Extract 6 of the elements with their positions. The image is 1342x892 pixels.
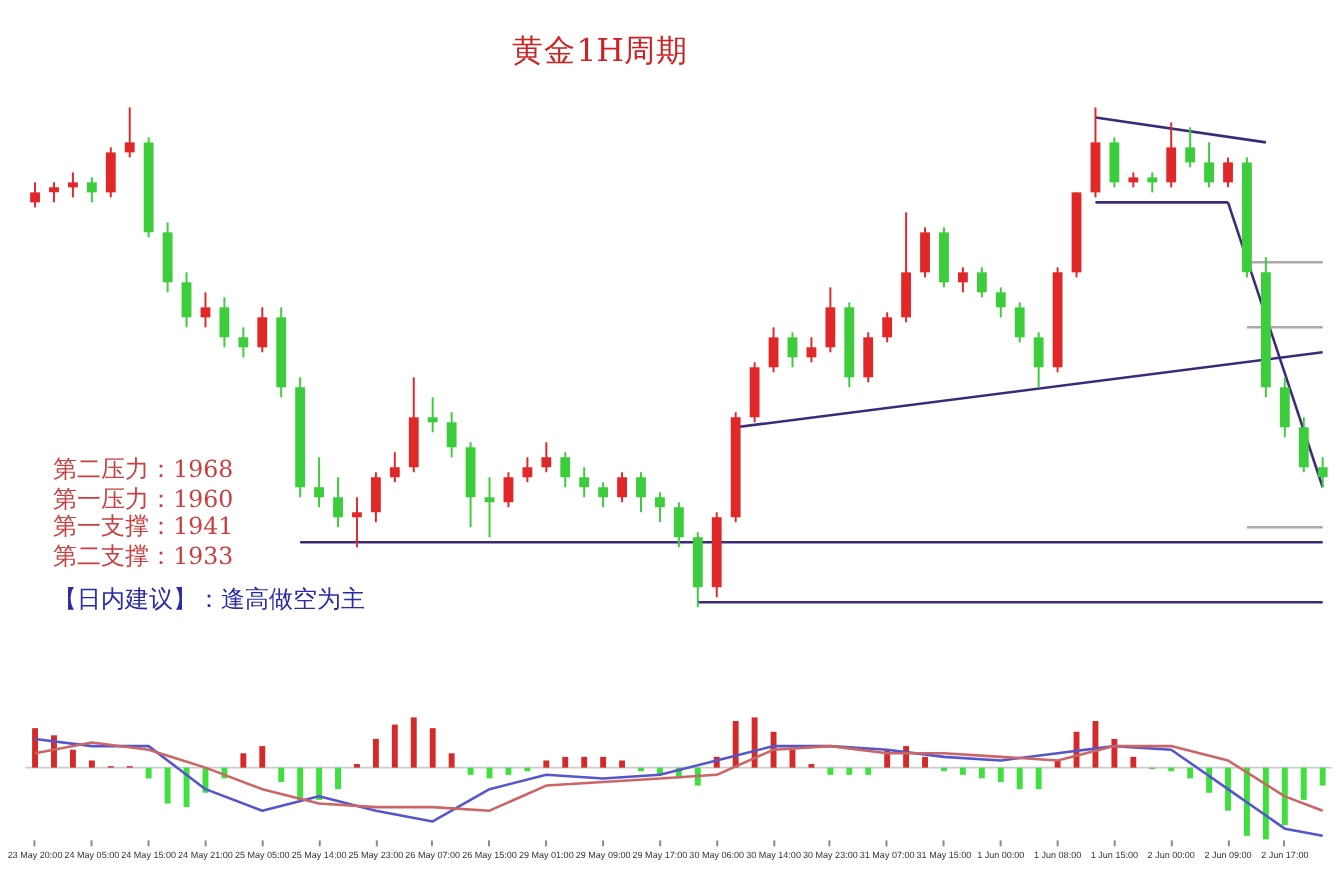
annotation: 第一压力：1960 xyxy=(53,484,234,513)
annotation: 【日内建议】：逢高做空为主 xyxy=(53,585,366,614)
annotation: 第二压力：1968 xyxy=(53,455,234,484)
annotation: 第二支撑：1933 xyxy=(53,541,234,570)
annotation: 第一支撑：1941 xyxy=(53,512,234,541)
chart-title: 黄金1H周期 xyxy=(512,31,688,70)
